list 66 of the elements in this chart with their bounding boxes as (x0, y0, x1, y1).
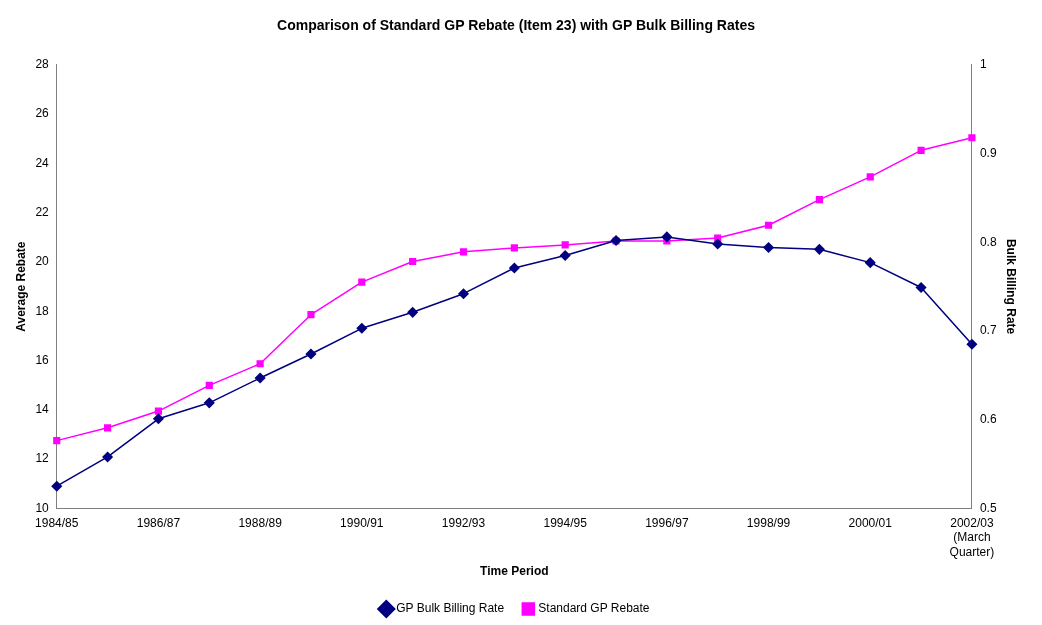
point (815, 196, 823, 204)
point (966, 339, 978, 350)
point (204, 397, 215, 409)
point (51, 480, 62, 492)
point (764, 221, 773, 229)
point (509, 262, 520, 274)
y-tick-label: 18 (35, 303, 50, 318)
point (915, 282, 927, 293)
point (256, 360, 264, 368)
y-tick-label: 12 (35, 451, 50, 466)
x-tick-label: 2002/03 (March Quarter) (949, 515, 995, 559)
y-tick-label: 24 (35, 155, 50, 170)
legend-label: Standard GP Rebate (538, 601, 650, 616)
x-tick-label: 1990/91 (340, 515, 384, 530)
y2-tick-label: 0.9 (979, 145, 997, 160)
point (510, 244, 518, 252)
y2-tick-label: 0.6 (979, 411, 997, 426)
y2-tick-label: 0.8 (979, 234, 997, 249)
point (866, 173, 874, 181)
point (53, 437, 61, 445)
x-tick-label: 1992/93 (441, 515, 486, 530)
point (459, 248, 468, 256)
x-tick-label: 1988/89 (238, 515, 283, 530)
x-tick-label: 1996/97 (645, 515, 689, 530)
point (205, 381, 213, 389)
point (104, 424, 112, 432)
point (561, 241, 569, 249)
x-tick-label: 2000/01 (848, 515, 893, 530)
point (661, 231, 673, 243)
point (864, 257, 876, 268)
point (356, 323, 368, 334)
y-axis-title: Average Rebate (13, 241, 28, 332)
point (814, 244, 825, 255)
y2-axis-title: Bulk Billing Rate (1004, 238, 1019, 335)
chart-title: Comparison of Standard GP Rebate (Item 23) with GP Bulk Billing Rates (277, 17, 756, 34)
point (305, 348, 317, 360)
y-tick-label: 28 (35, 57, 50, 72)
point (407, 307, 418, 318)
x-axis-title: Time Period (480, 564, 549, 579)
point (409, 257, 417, 266)
legend-label: GP Bulk Billing Rate (396, 601, 505, 616)
y2-tick-label: 0.7 (979, 323, 997, 338)
point (458, 288, 469, 299)
point (712, 238, 723, 250)
y-tick-label: 14 (35, 402, 50, 417)
point (763, 242, 774, 253)
point (307, 311, 315, 319)
x-tick-label: 1984/85 (35, 515, 79, 530)
point (154, 407, 163, 415)
point (254, 372, 266, 384)
point (358, 278, 366, 286)
x-tick-label: 1994/95 (543, 515, 588, 530)
x-tick-label: 1986/87 (136, 515, 181, 530)
y-tick-label: 20 (35, 254, 50, 269)
point (968, 134, 976, 142)
y-tick-label: 10 (35, 500, 50, 515)
y2-tick-label: 1 (979, 57, 987, 72)
x-tick-label: 1998/99 (746, 515, 791, 530)
point (917, 146, 925, 154)
y2-tick-label: 0.5 (979, 500, 997, 515)
point (102, 451, 113, 463)
y-tick-label: 22 (35, 204, 50, 219)
y-tick-label: 26 (35, 106, 50, 121)
point (153, 413, 164, 425)
point (559, 250, 571, 261)
y-tick-label: 16 (35, 352, 50, 367)
